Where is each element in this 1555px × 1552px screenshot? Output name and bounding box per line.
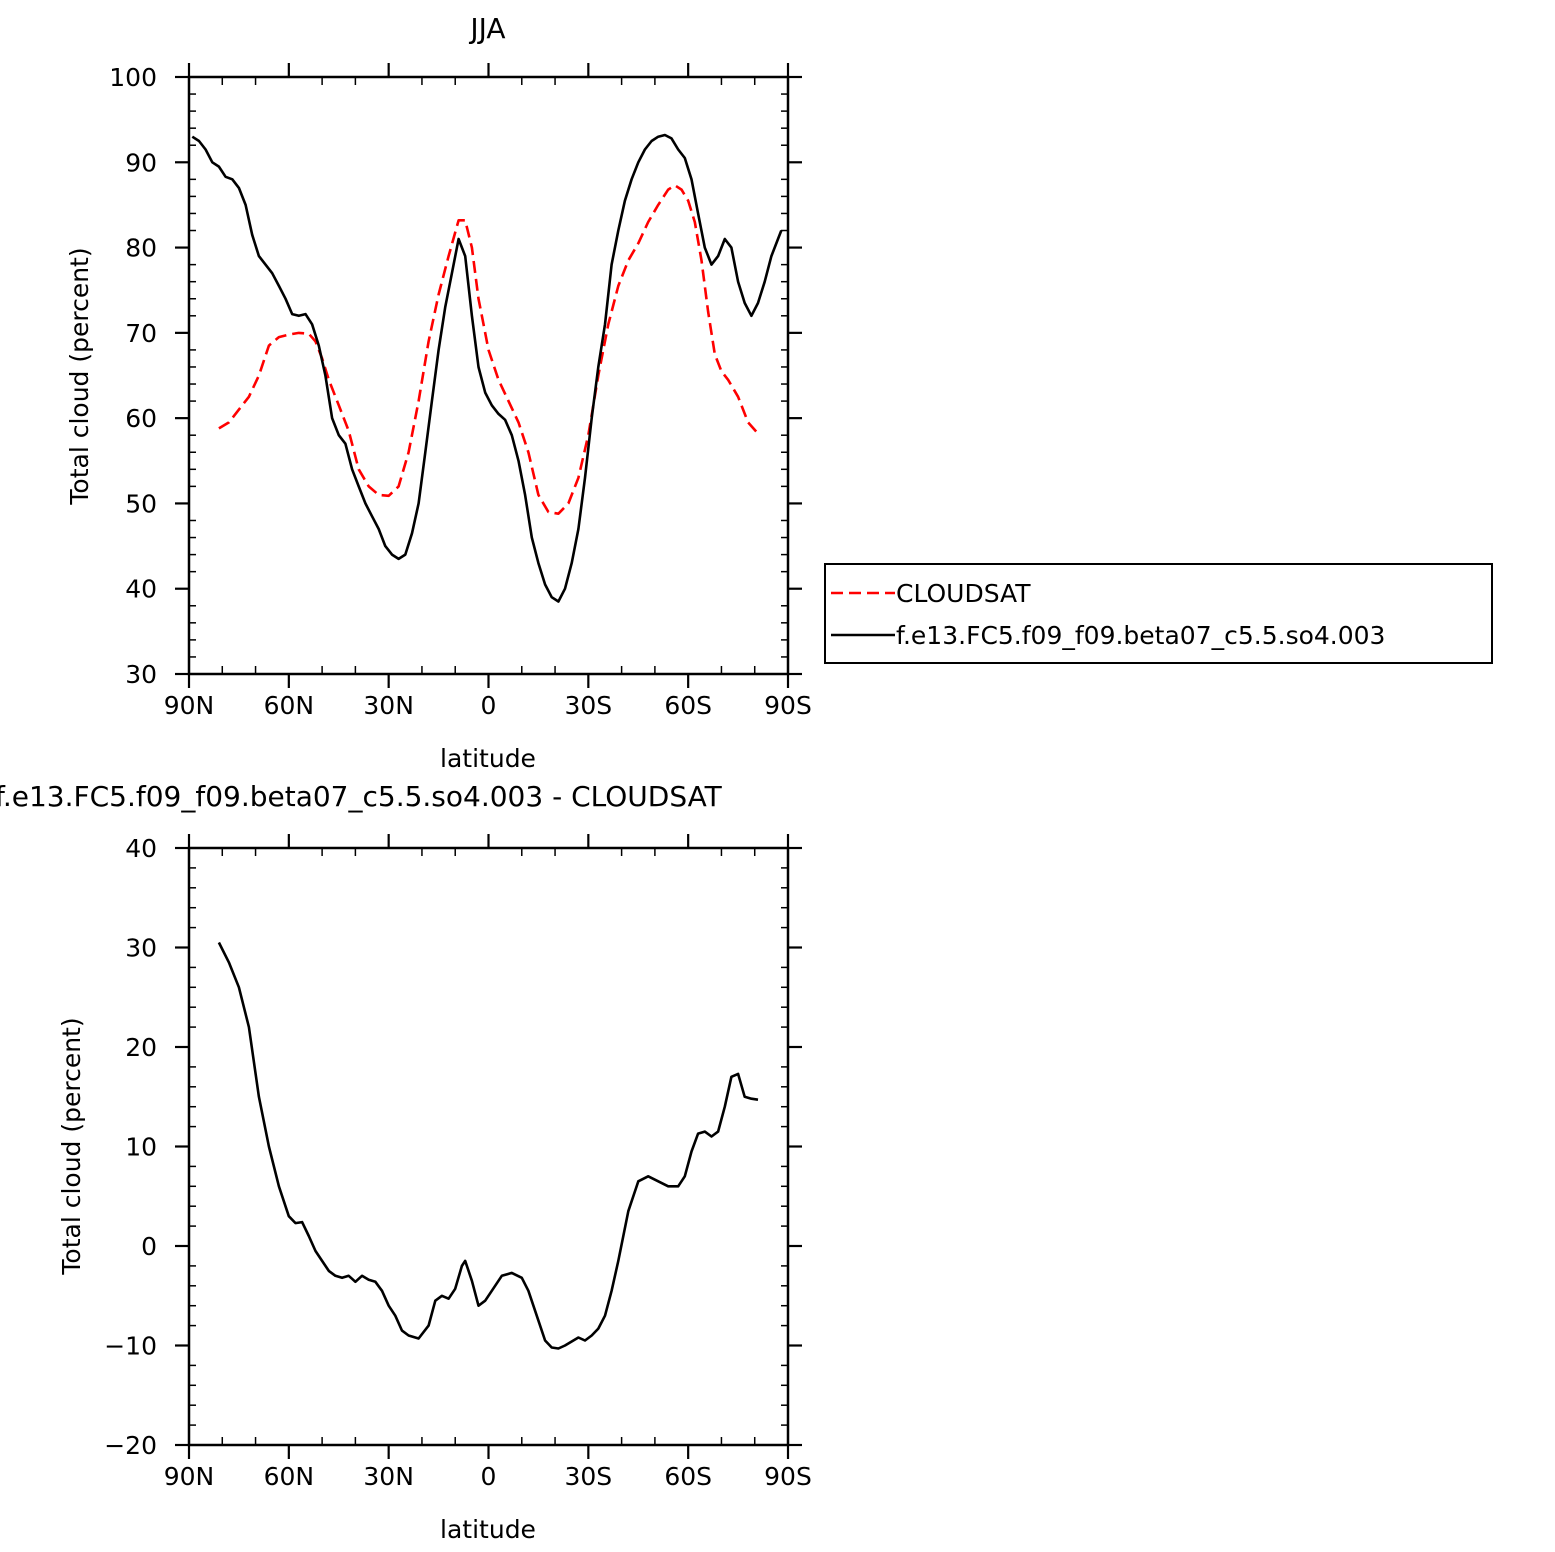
top-panel-ticks [175,63,802,688]
x-tick-label: 90N [164,691,215,720]
y-tick-label: 30 [125,934,157,963]
y-tick-label: 30 [125,660,157,689]
legend-label-cloudsat: CLOUDSAT [896,579,1031,608]
legend-label-model: f.e13.FC5.f09_f09.beta07_c5.5.so4.003 [896,621,1385,650]
x-tick-label: 90S [764,691,812,720]
x-tick-label: 60S [664,1462,712,1491]
y-tick-label: 90 [125,148,157,177]
series-line-0 [217,941,759,1350]
series-line-1 [191,133,783,603]
x-tick-label: 30S [564,1462,612,1491]
y-tick-label: 80 [125,234,157,263]
top-panel-tick-labels: 90N 60N 30N 0 30S 60S 90S 30 40 50 60 70 80 90 100 [109,63,812,720]
x-tick-label: 60S [664,691,712,720]
top-panel-x-axis-label: latitude [440,744,536,773]
y-tick-label: 0 [141,1232,157,1261]
y-tick-label: 40 [125,575,157,604]
y-tick-label: 10 [125,1133,157,1162]
series-line-0 [218,184,759,516]
y-tick-label: 20 [125,1033,157,1062]
top-panel-series [191,133,783,603]
bottom-panel: f.e13.FC5.f09_f09.beta07_c5.5.so4.003 - … [0,780,812,1544]
legend: CLOUDSAT f.e13.FC5.f09_f09.beta07_c5.5.s… [824,563,1493,664]
y-tick-label: −10 [104,1332,157,1361]
bottom-panel-x-axis-label: latitude [440,1515,536,1544]
top-panel-y-axis-label: Total cloud (percent) [65,247,94,505]
x-tick-label: 0 [481,691,497,720]
bottom-panel-tick-labels: 90N 60N 30N 0 30S 60S 90S −20 −10 0 10 20 30 40 [104,834,812,1491]
bottom-panel-series [217,941,759,1350]
y-tick-label: 70 [125,319,157,348]
legend-box [824,563,1493,664]
bottom-panel-title: f.e13.FC5.f09_f09.beta07_c5.5.so4.003 - … [0,780,723,813]
top-panel-title: JJA [468,12,505,45]
y-tick-label: −20 [104,1431,157,1460]
x-tick-label: 0 [481,1462,497,1491]
x-tick-label: 90S [764,1462,812,1491]
y-tick-label: 50 [125,489,157,518]
x-tick-label: 30S [564,691,612,720]
bottom-panel-y-axis-label: Total cloud (percent) [57,1017,86,1275]
top-panel: JJA 90N 60N 30N 0 30S 60S 90S 30 40 50 60 70 80 90 100… [65,12,1493,773]
x-tick-label: 90N [164,1462,215,1491]
y-tick-label: 60 [125,404,157,433]
bottom-panel-frame [187,846,790,1447]
x-tick-label: 30N [363,1462,414,1491]
x-tick-label: 60N [264,691,315,720]
x-tick-label: 60N [264,1462,315,1491]
top-panel-frame [187,75,790,676]
y-tick-label: 100 [109,63,157,92]
x-tick-label: 30N [363,691,414,720]
y-tick-label: 40 [125,834,157,863]
